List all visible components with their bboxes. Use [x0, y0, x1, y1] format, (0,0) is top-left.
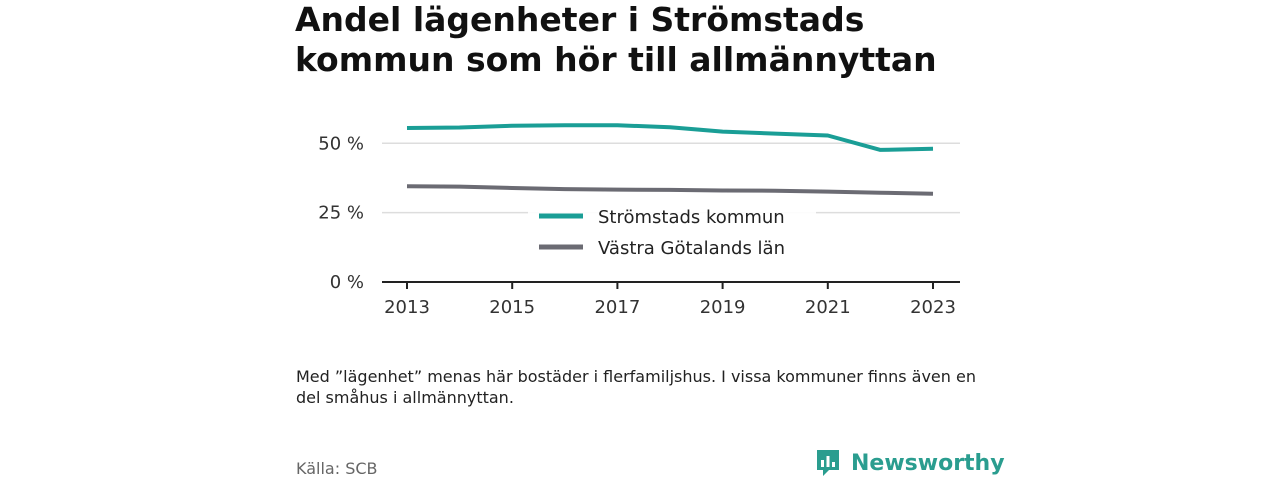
- legend-label: Västra Götalands län: [598, 238, 785, 259]
- brand-name: Newsworthy: [851, 450, 1005, 476]
- line-chart: 2013 2015 2017 2019 2021 2023 0 % 25 % 50 % Str…: [318, 123, 960, 318]
- x-tick-label: 2015: [489, 297, 535, 318]
- x-tick-label: 2017: [594, 297, 640, 318]
- x-tick-label: 2019: [700, 297, 746, 318]
- y-tick-label: 25 %: [318, 203, 364, 224]
- source-label: Källa: SCB: [296, 459, 378, 478]
- legend-background: [528, 198, 816, 262]
- series-line-vastra-gotaland: [406, 184, 934, 196]
- x-tick-label: 2023: [910, 297, 956, 318]
- x-tick-label: 2013: [384, 297, 430, 318]
- x-tick-label: 2021: [805, 297, 851, 318]
- legend-label: Strömstads kommun: [598, 207, 785, 228]
- brand-logo[interactable]: Newsworthy: [815, 446, 1005, 480]
- series-line-stromstad: [406, 123, 934, 152]
- y-tick-label: 50 %: [318, 133, 364, 154]
- bar-chart-logo-icon: [817, 450, 839, 476]
- y-tick-label: 0 %: [330, 272, 364, 293]
- chart-title: Andel lägenheter i Strömstads kommun som…: [295, 0, 937, 79]
- chart-note: Med ”lägenhet” menas här bostäder i fler…: [296, 367, 976, 407]
